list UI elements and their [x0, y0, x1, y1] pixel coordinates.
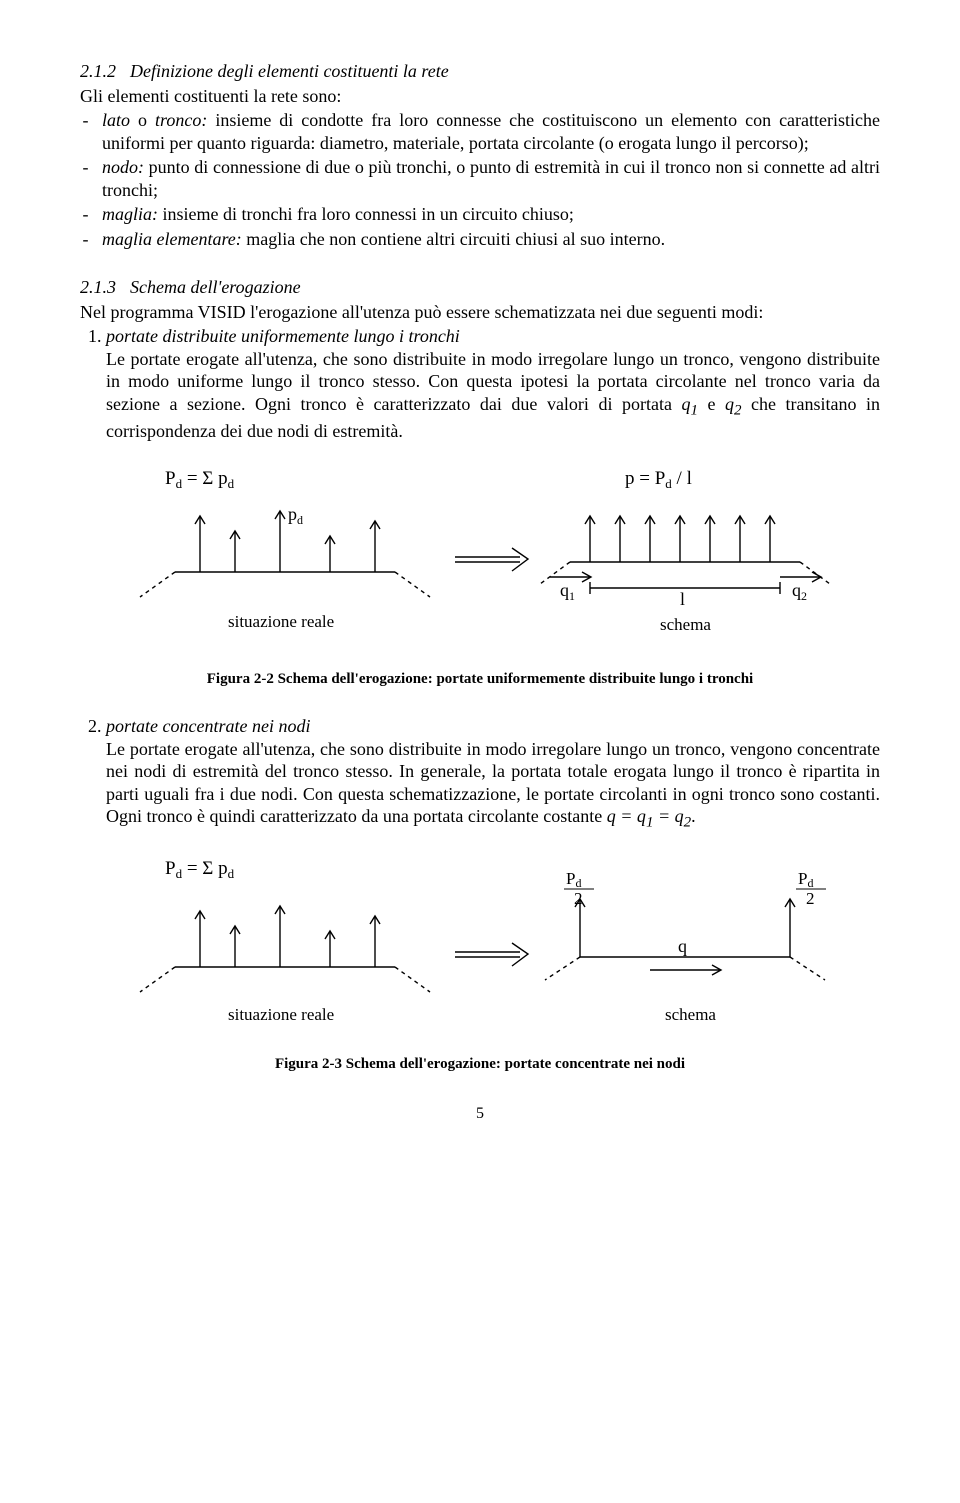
fig-2-3-svg: Pd = Σ pd situazione reale Pd 2 Pd 2 q s… [120, 852, 840, 1037]
left-label-2: situazione reale [228, 1005, 334, 1024]
section-213-heading: 2.1.3 Schema dell'erogazione [80, 276, 880, 299]
sec212-intro: Gli elementi costituenti la rete sono: [80, 85, 880, 108]
term: maglia elementare: [102, 229, 242, 249]
formula-right: p = Pd / l [625, 468, 692, 491]
list-item: maglia elementare: maglia che non contie… [102, 228, 880, 251]
section-212-heading: 2.1.2 Definizione degli elementi costitu… [80, 60, 880, 83]
var-q1: q1 [560, 580, 575, 603]
term: lato [102, 110, 130, 130]
figure-2-2: Pd = Σ pd pd situazione reale p = Pd [80, 462, 880, 652]
right-label: schema [660, 615, 711, 634]
item-text: punto di connessione di due o più tronch… [102, 157, 880, 200]
list-item: nodo: punto di connessione di due o più … [102, 156, 880, 201]
item-text: insieme di condotte fra loro connesse ch… [102, 110, 880, 153]
frac-top-r: Pd [798, 869, 813, 890]
var-q: q [678, 936, 687, 956]
frac-bot-l: 2 [574, 889, 583, 908]
item-text: Le portate erogate all'utenza, che sono … [106, 349, 880, 441]
list-item: portate concentrate nei nodi Le portate … [106, 715, 880, 832]
fig-2-2-svg: Pd = Σ pd pd situazione reale p = Pd [120, 462, 840, 652]
sec-num: 2.1.3 [80, 276, 116, 299]
term: maglia: [102, 204, 158, 224]
frac-bot-r: 2 [806, 889, 815, 908]
left-label: situazione reale [228, 612, 334, 631]
term: nodo: [102, 157, 144, 177]
sec-num: 2.1.2 [80, 60, 116, 83]
var-l: l [680, 589, 685, 609]
list-item: lato o tronco: insieme di condotte fra l… [102, 109, 880, 154]
term: portate distribuite uniformemente lungo … [106, 326, 460, 346]
sec212-list: lato o tronco: insieme di condotte fra l… [80, 109, 880, 250]
sec213-intro: Nel programma VISID l'erogazione all'ute… [80, 301, 880, 324]
figure-2-3: Pd = Σ pd situazione reale Pd 2 Pd 2 q s… [80, 852, 880, 1037]
term: portate concentrate nei nodi [106, 716, 310, 736]
formula-left-2: Pd = Σ pd [165, 858, 235, 881]
fig-2-3-caption: Figura 2-3 Schema dell'erogazione: porta… [80, 1055, 880, 1074]
list-item: portate distribuite uniformemente lungo … [106, 325, 880, 442]
item-text: maglia che non contiene altri circuiti c… [246, 229, 665, 249]
fig-2-2-caption: Figura 2-2 Schema dell'erogazione: porta… [80, 670, 880, 689]
sec-title: Definizione degli elementi costituenti l… [130, 60, 449, 83]
var-pd: pd [288, 504, 303, 527]
sec213-list: portate distribuite uniformemente lungo … [80, 325, 880, 442]
var-q2: q2 [792, 580, 807, 603]
sec213-list-2: portate concentrate nei nodi Le portate … [80, 715, 880, 832]
sec-title: Schema dell'erogazione [130, 276, 301, 299]
right-label-2: schema [665, 1005, 716, 1024]
item-text: insieme di tronchi fra loro connessi in … [163, 204, 574, 224]
item-text: Le portate erogate all'utenza, che sono … [106, 739, 880, 827]
formula-left: Pd = Σ pd [165, 468, 235, 491]
term-alt: tronco: [155, 110, 207, 130]
frac-top-l: Pd [566, 869, 581, 890]
page-number: 5 [80, 1104, 880, 1124]
list-item: maglia: insieme di tronchi fra loro conn… [102, 203, 880, 226]
